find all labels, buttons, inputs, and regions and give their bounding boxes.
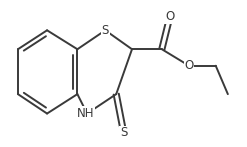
Text: S: S bbox=[120, 126, 127, 140]
Text: O: O bbox=[185, 59, 194, 72]
Text: NH: NH bbox=[77, 107, 95, 120]
Text: O: O bbox=[165, 10, 174, 23]
Text: S: S bbox=[102, 24, 109, 37]
